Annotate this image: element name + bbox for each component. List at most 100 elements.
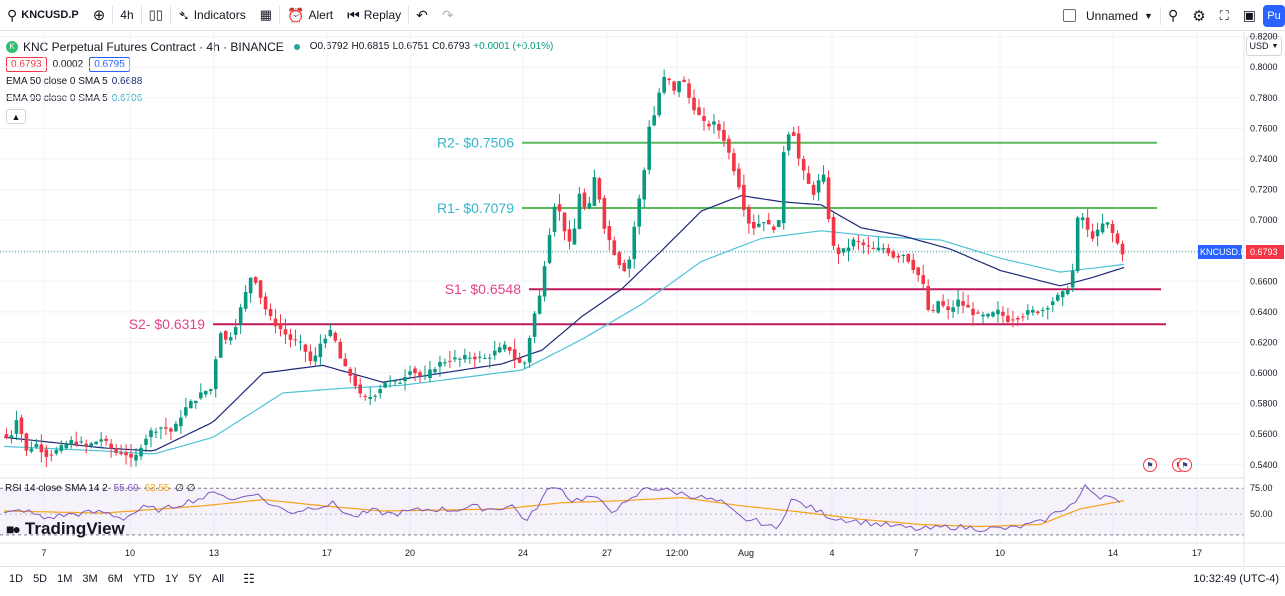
range-button-all[interactable]: All: [211, 572, 225, 585]
layout-checkbox[interactable]: [1062, 9, 1076, 22]
candle: [537, 290, 542, 315]
alert-button[interactable]: ⏰ Alert: [280, 0, 340, 31]
indicators-label: Indicators: [193, 8, 246, 22]
candle: [482, 353, 487, 360]
fullscreen-button[interactable]: ⛶: [1213, 0, 1236, 31]
range-button-1y[interactable]: 1Y: [164, 572, 179, 585]
range-button-3m[interactable]: 3M: [82, 572, 98, 585]
divider: [169, 6, 171, 24]
candle-body: [1120, 243, 1125, 255]
candle: [154, 427, 158, 439]
candle-body: [1110, 223, 1115, 233]
time-tick-label: 13: [209, 548, 219, 558]
candle: [129, 443, 133, 467]
buy-price-button[interactable]: 0.6795: [89, 57, 130, 72]
candle: [303, 343, 308, 363]
quick-search-button[interactable]: ⚲: [1161, 0, 1185, 31]
candle: [109, 438, 113, 458]
rsi-label: RSI 14 close SMA 14 2: [5, 483, 108, 494]
candle-body: [1040, 310, 1045, 312]
candle-body: [104, 438, 108, 441]
candle: [966, 294, 970, 308]
ema90-label: EMA 90 close 0 SMA 5: [6, 93, 108, 104]
candle-body: [19, 417, 24, 434]
settings-button[interactable]: ⚙: [1185, 0, 1212, 31]
tradingview-logo-icon: ■●: [6, 521, 21, 537]
candle: [119, 444, 123, 456]
clock[interactable]: 10:32:49 (UTC-4): [1193, 567, 1279, 591]
range-button-ytd[interactable]: YTD: [132, 572, 155, 585]
range-button-5d[interactable]: 5D: [33, 572, 48, 585]
candle-body: [487, 357, 492, 359]
candle: [233, 318, 238, 340]
range-button-5y[interactable]: 5Y: [188, 572, 202, 585]
calendar-icon[interactable]: ☷: [243, 570, 255, 586]
candle-body: [333, 332, 338, 341]
currency-select[interactable]: USD ▼: [1246, 36, 1282, 56]
symbol-search-button[interactable]: ⚲ KNCUSD.P: [0, 0, 86, 31]
price-chart[interactable]: R2- $0.7506 R1- $0.7079 S1- $0.6548 S2- $0.…: [0, 0, 1285, 566]
candle-body: [492, 350, 497, 356]
symbol-title[interactable]: KNC Perpetual Futures Contract · 4h · BI…: [23, 39, 284, 54]
publish-button[interactable]: Pu: [1263, 4, 1285, 27]
candle: [637, 194, 642, 235]
candle-body: [243, 291, 248, 309]
range-button-1d[interactable]: 1D: [9, 572, 24, 585]
candle-body: [353, 375, 358, 387]
candle: [69, 436, 74, 449]
rsi-value: 55.69: [113, 483, 139, 494]
collapse-legend-button[interactable]: ▲: [6, 109, 26, 124]
sell-price-button[interactable]: 0.6793: [6, 57, 47, 72]
indicators-button[interactable]: ➴ Indicators: [171, 0, 253, 31]
candle-body: [821, 174, 826, 182]
candle: [891, 249, 896, 260]
candle-body: [946, 306, 950, 311]
candle-body: [288, 334, 293, 340]
candle: [353, 367, 358, 390]
candle-body: [652, 115, 656, 126]
ema90-legend-row[interactable]: EMA 90 close 0 SMA 5 0.6706: [6, 90, 553, 107]
range-button-1m[interactable]: 1M: [57, 572, 73, 585]
candle: [14, 410, 19, 441]
redo-button[interactable]: ↷: [435, 0, 461, 31]
candle: [861, 239, 866, 254]
candle-body: [134, 454, 138, 461]
candle-body: [468, 357, 472, 359]
candle-body: [752, 222, 756, 229]
candle-body: [672, 81, 676, 91]
us-flag-event-icon[interactable]: ⚑: [1143, 458, 1157, 472]
replay-button[interactable]: ⏮ Replay: [340, 0, 408, 31]
rsi-sma-line: [3, 496, 1125, 528]
layout-button[interactable]: Unnamed ▼: [1056, 0, 1160, 31]
candle: [433, 366, 437, 374]
compare-button[interactable]: ⊕: [86, 0, 113, 31]
templates-button[interactable]: ▦: [253, 0, 279, 31]
redo-icon: ↷: [441, 6, 454, 23]
us-flag-event-icon[interactable]: ⚑: [1178, 458, 1192, 472]
candle: [806, 165, 811, 185]
candle: [443, 358, 447, 367]
candle-body: [194, 400, 198, 404]
ema50-legend-row[interactable]: EMA 50 close 0 SMA 5 0.6688: [6, 73, 553, 90]
candle: [139, 444, 143, 461]
candle-body: [218, 333, 223, 358]
chart-type-button[interactable]: ▯▯: [142, 0, 170, 31]
candle: [398, 378, 402, 384]
candle-body: [1016, 317, 1020, 320]
candle: [692, 89, 696, 115]
candle: [1016, 315, 1020, 327]
interval-button[interactable]: 4h: [113, 0, 140, 31]
candle: [757, 214, 761, 228]
rsi-legend[interactable]: RSI 14 close SMA 14 2 55.69 63.55 ∅ ∅: [5, 483, 195, 494]
candle: [174, 420, 178, 432]
candle-body: [39, 444, 44, 453]
candle: [54, 446, 59, 456]
candle: [971, 301, 975, 326]
candle: [149, 427, 153, 448]
candle: [283, 318, 288, 345]
snapshot-button[interactable]: ▣: [1236, 0, 1263, 31]
range-button-6m[interactable]: 6M: [107, 572, 123, 585]
tradingview-watermark[interactable]: ■● TradingView: [6, 519, 125, 539]
candle-body: [1006, 315, 1010, 322]
undo-button[interactable]: ↶: [409, 0, 435, 31]
